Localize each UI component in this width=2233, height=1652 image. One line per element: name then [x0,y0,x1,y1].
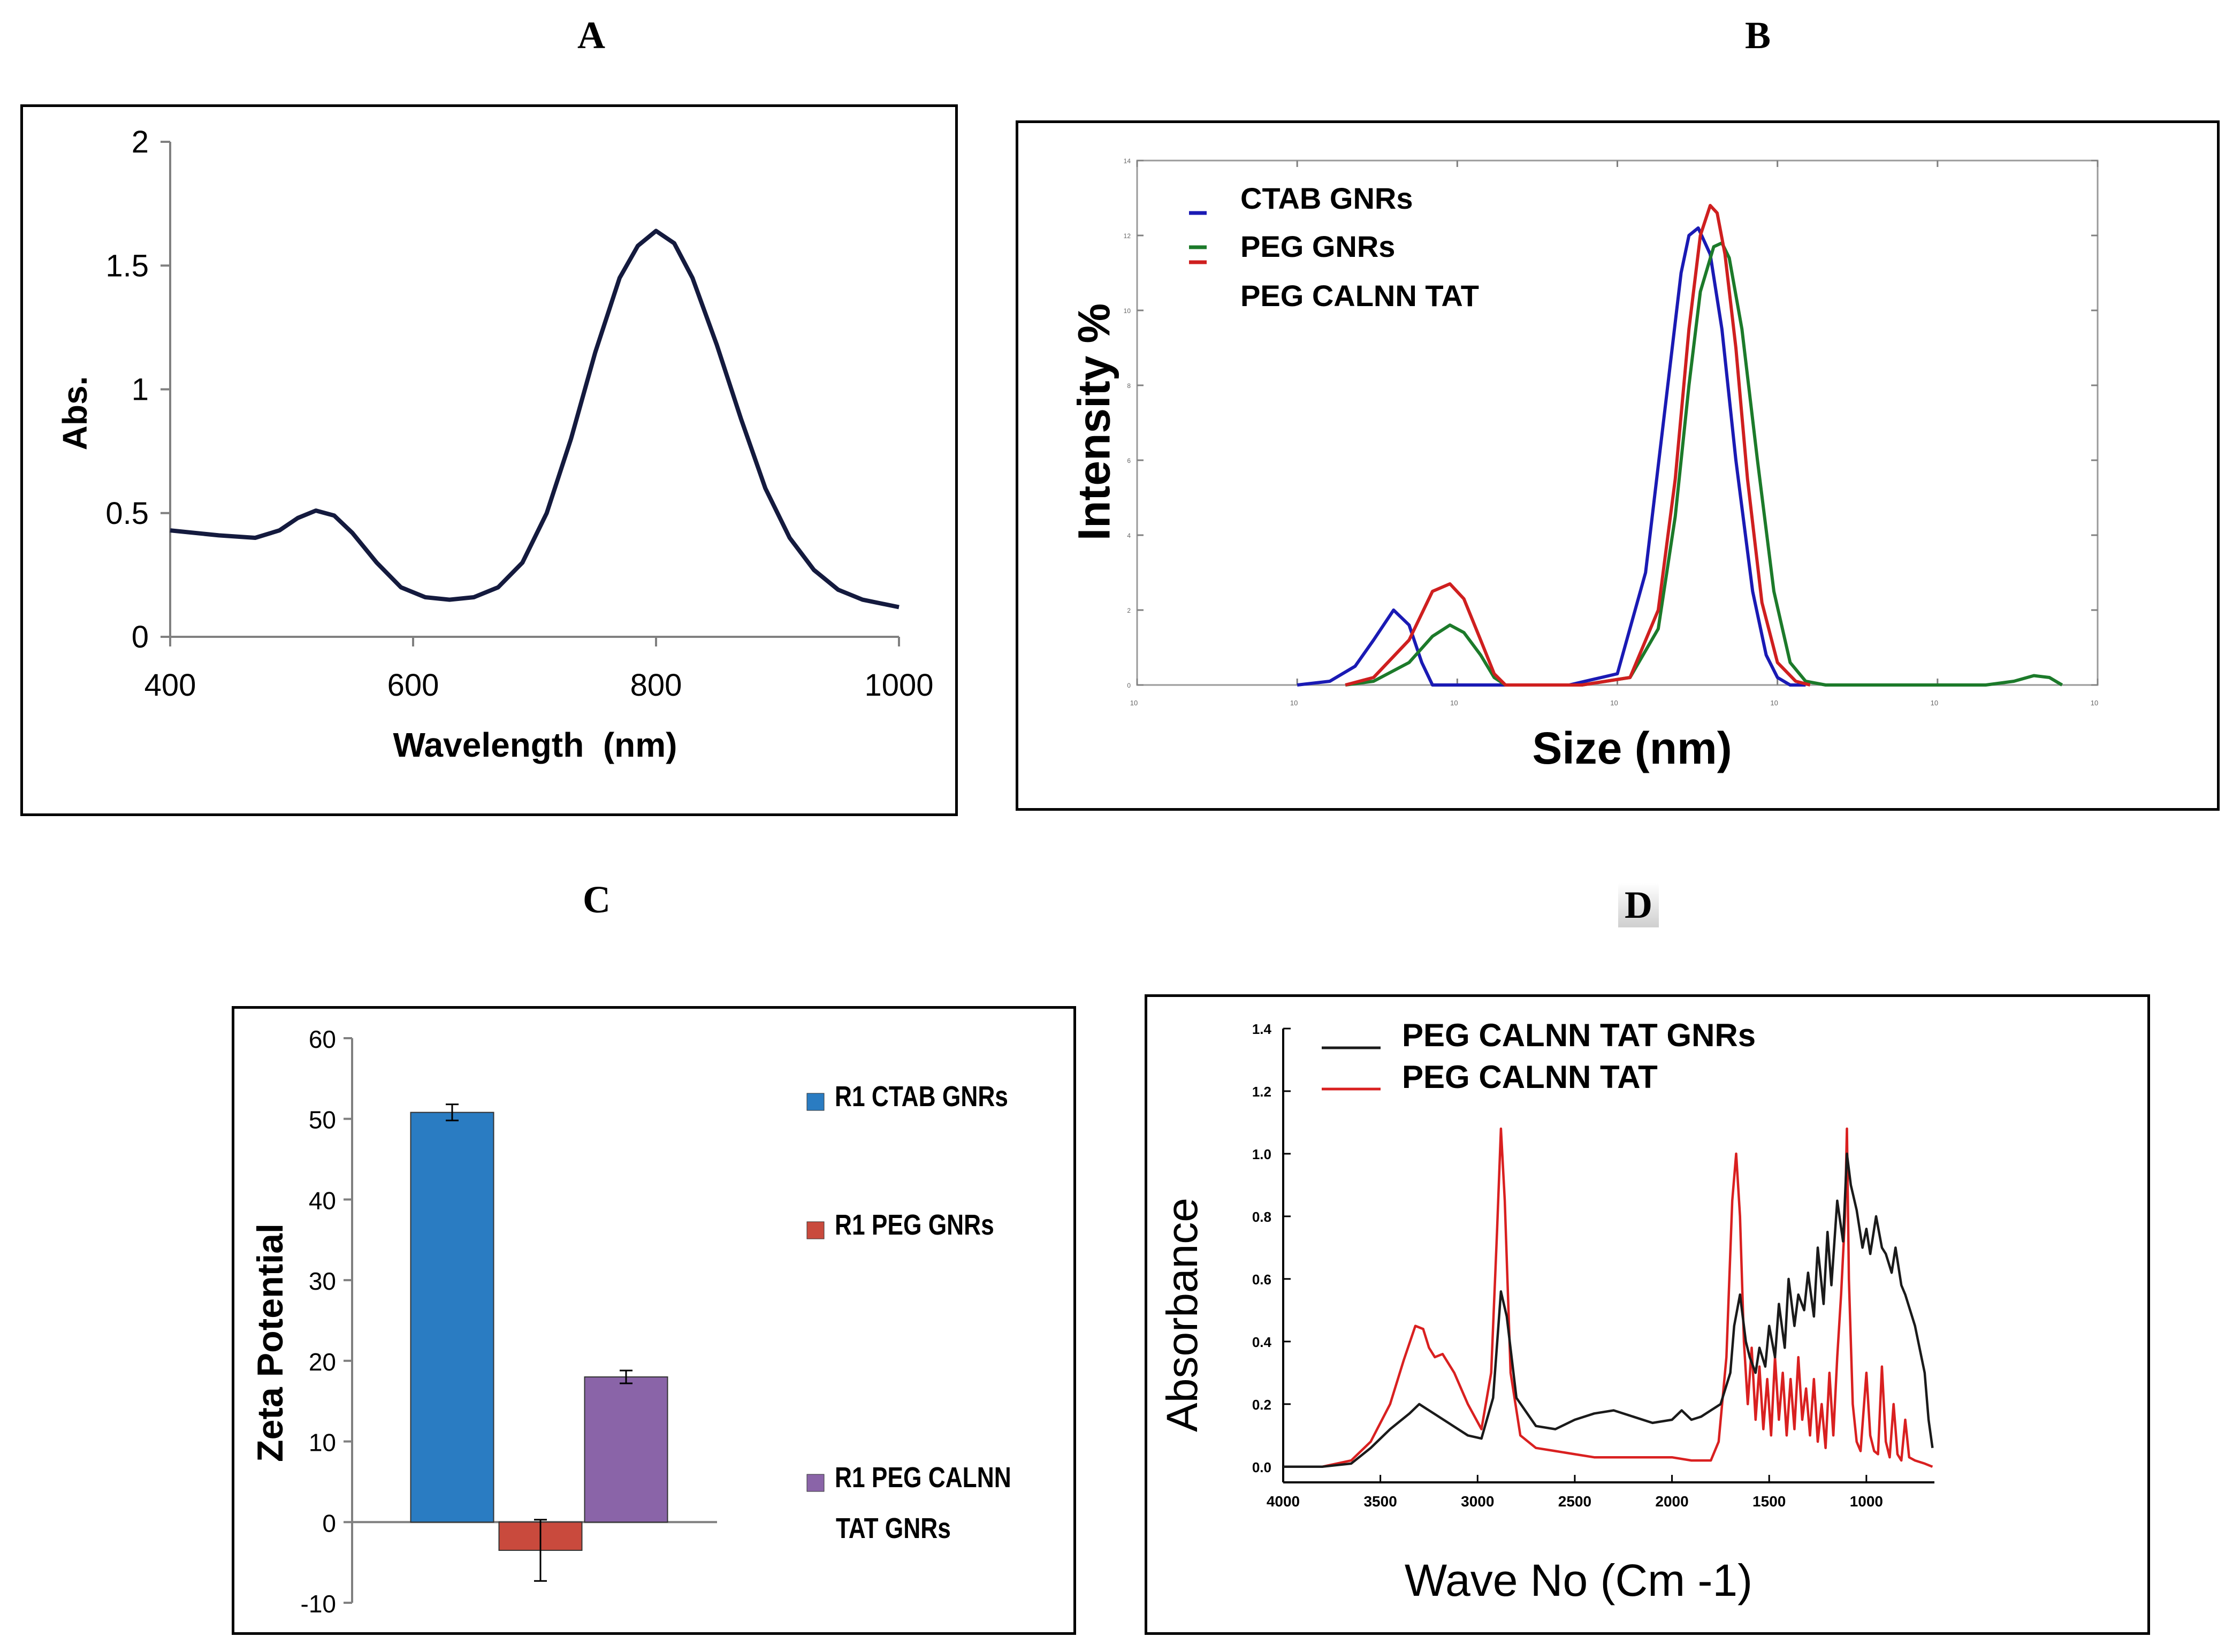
legend-c-item-peg: R1 PEG GNRs [835,1209,994,1241]
chart-a-ylabel: Abs. [56,376,94,451]
chart-c-ylabel: Zeta Potential [250,1223,291,1462]
legend-b-item-ctab: CTAB GNRs [1240,181,1413,215]
panel-c-frame [232,1006,1076,1635]
panel-a-frame [20,104,958,816]
chart-b-ylabel: Intensity % [1069,303,1119,541]
chart-b-xlabel: Size (nm) [1532,723,1732,773]
legend-d-item-gnrs: PEG CALNN TAT GNRs [1402,1017,1756,1053]
legend-b-item-peg: PEG GNRs [1240,230,1396,263]
chart-a-xlabel: Wavelength (nm) [393,726,677,764]
panel-label-b: B [1744,14,1771,57]
legend-c-item-calnn-line2: TAT GNRs [836,1512,951,1544]
legend-d-item-tat: PEG CALNN TAT [1402,1059,1658,1095]
chart-d-ylabel: Absorbance [1158,1198,1207,1432]
panel-b-frame [1016,120,2220,811]
legend-c-item-calnn: R1 PEG CALNN [835,1461,1011,1494]
legend-b-item-peg-calnn: PEG CALNN TAT [1240,279,1479,313]
panel-label-d: D [1618,883,1659,927]
legend-c-item-ctab: R1 CTAB GNRs [835,1080,1008,1113]
chart-d-xlabel: Wave No (Cm -1) [1404,1555,1753,1605]
panel-label-a: A [577,14,605,57]
panel-label-c: C [583,878,611,921]
